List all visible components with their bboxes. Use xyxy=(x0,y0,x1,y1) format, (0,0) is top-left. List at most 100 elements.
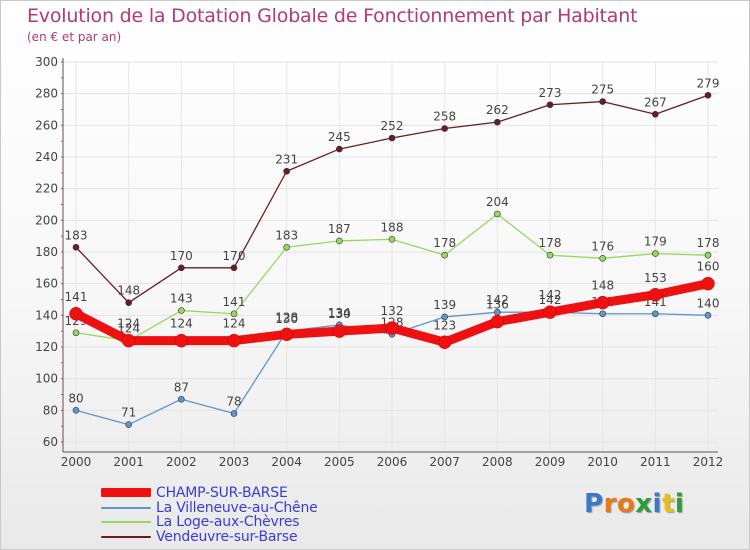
data-label: 231 xyxy=(275,152,298,166)
data-point xyxy=(72,243,80,251)
legend-label: Vendeuvre-sur-Barse xyxy=(156,528,298,545)
x-tick-label: 2003 xyxy=(219,455,250,469)
x-tick-label: 2002 xyxy=(166,455,197,469)
data-label: 178 xyxy=(539,236,562,250)
data-label: 130 xyxy=(275,312,298,326)
data-point xyxy=(385,321,399,335)
logo-letter: o xyxy=(616,489,636,519)
y-tick-label: 80 xyxy=(43,403,58,417)
data-label: 140 xyxy=(697,296,720,310)
data-label: 153 xyxy=(644,271,667,285)
data-label: 142 xyxy=(539,288,562,302)
data-point xyxy=(388,236,396,243)
data-label: 78 xyxy=(226,395,241,409)
data-point xyxy=(279,327,294,342)
x-tick-label: 2000 xyxy=(61,455,92,469)
proxiti-logo: Proxiti xyxy=(584,489,684,519)
data-point xyxy=(121,333,136,348)
y-tick-label: 240 xyxy=(35,150,58,164)
data-label: 258 xyxy=(433,110,456,124)
data-label: 245 xyxy=(328,130,351,144)
data-point xyxy=(652,110,659,118)
data-label: 273 xyxy=(539,86,562,100)
data-label: 183 xyxy=(275,228,298,242)
legend-label: La Villeneuve-au-Chêne xyxy=(156,499,318,516)
data-point xyxy=(595,295,610,310)
legend-swatch xyxy=(101,521,151,523)
data-point xyxy=(72,329,80,337)
data-label: 143 xyxy=(170,292,193,306)
logo-letter: P xyxy=(584,489,604,519)
data-label: 178 xyxy=(697,236,720,250)
y-tick-label: 180 xyxy=(35,245,58,259)
data-label: 130 xyxy=(328,307,351,321)
data-label: 128 xyxy=(275,310,298,324)
y-tick-label: 300 xyxy=(35,55,58,69)
y-tick-label: 120 xyxy=(35,340,58,354)
data-label: 124 xyxy=(117,317,140,331)
data-label: 136 xyxy=(486,298,509,312)
data-label: 124 xyxy=(170,317,193,331)
data-point xyxy=(125,421,132,428)
logo-letter: x xyxy=(635,489,653,519)
data-point xyxy=(230,264,238,272)
data-point xyxy=(704,312,712,319)
data-point xyxy=(174,333,189,348)
logo-letter: t xyxy=(661,489,675,519)
logo-letter: r xyxy=(603,489,617,519)
data-point xyxy=(701,276,715,291)
data-point xyxy=(69,307,83,321)
data-label: 87 xyxy=(174,380,189,394)
x-tick-label: 2011 xyxy=(640,455,671,469)
y-tick-label: 60 xyxy=(43,435,58,449)
data-label: 123 xyxy=(433,318,456,332)
data-label: 124 xyxy=(117,322,140,336)
data-point xyxy=(704,251,712,259)
data-label: 148 xyxy=(591,279,614,293)
data-point xyxy=(125,299,132,306)
legend-label: CHAMP-SUR-BARSE xyxy=(156,485,288,501)
data-point xyxy=(704,91,712,99)
x-tick-label: 2009 xyxy=(535,455,566,469)
x-tick-label: 2001 xyxy=(113,455,144,469)
data-point xyxy=(543,305,557,319)
data-label: 179 xyxy=(644,235,667,249)
data-point xyxy=(648,288,663,302)
data-point xyxy=(490,314,505,329)
chart-title: Evolution de la Dotation Globale de Fonc… xyxy=(27,5,638,27)
x-tick-label: 2007 xyxy=(429,455,460,469)
data-point xyxy=(178,264,185,272)
data-label: 141 xyxy=(65,290,88,304)
data-label: 187 xyxy=(328,222,351,236)
data-point xyxy=(230,310,238,318)
data-label: 279 xyxy=(697,76,720,90)
y-tick-label: 140 xyxy=(35,308,58,322)
data-point xyxy=(336,145,343,153)
data-point xyxy=(332,324,347,338)
y-tick-label: 160 xyxy=(35,277,58,291)
data-label: 183 xyxy=(65,228,88,242)
data-label: 178 xyxy=(433,236,456,250)
y-tick-label: 280 xyxy=(35,87,58,101)
data-label: 139 xyxy=(433,298,456,312)
data-point xyxy=(230,410,238,417)
data-point xyxy=(227,333,241,348)
data-point xyxy=(494,118,501,126)
data-label: 71 xyxy=(121,406,136,420)
x-tick-label: 2012 xyxy=(693,455,724,469)
data-point xyxy=(599,98,606,105)
data-label: 262 xyxy=(486,103,509,117)
legend-swatch xyxy=(101,535,151,538)
data-point xyxy=(441,313,448,321)
chart-subtitle: (en € et par an) xyxy=(27,30,122,44)
data-label: 124 xyxy=(223,317,246,331)
data-point xyxy=(441,125,448,132)
data-label: 170 xyxy=(223,249,246,263)
data-label: 188 xyxy=(381,220,404,234)
x-tick-label: 2008 xyxy=(482,455,513,469)
data-point xyxy=(283,167,290,175)
